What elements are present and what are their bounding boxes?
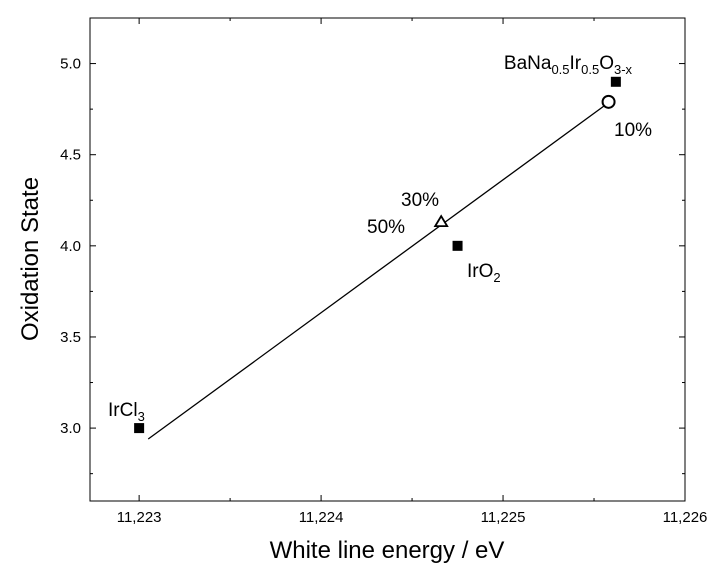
x-tick-label: 11,224 — [299, 509, 344, 526]
fit-line-group — [147, 99, 613, 440]
y-tick-label: 5.0 — [60, 56, 81, 73]
annotation-50-percent: 50% — [367, 217, 405, 238]
x-tick-label: 11,225 — [481, 509, 526, 526]
y-tick-label: 4.5 — [60, 147, 81, 164]
annotation-30-percent: 30% — [401, 190, 439, 211]
y-tick-label: 3.0 — [60, 420, 81, 437]
formula-subscript: 3-x — [614, 62, 633, 77]
sample-point-triangle — [433, 214, 449, 228]
annotation-iro2: IrO2 — [467, 261, 501, 285]
x-tick-label: 11,223 — [117, 509, 162, 526]
reference-point — [134, 423, 145, 434]
fit-line — [147, 99, 613, 440]
formula-text: BaNa — [504, 53, 552, 74]
formula-subscript: 0.5 — [551, 62, 569, 77]
plot-frame — [89, 17, 686, 502]
reference-point — [610, 76, 621, 87]
data-points — [134, 76, 621, 434]
reference-point — [452, 240, 463, 251]
axis-ticks: 11,223 11,224 11,225 11,226 3.0 3.5 4.0 4.5 5.0 — [60, 17, 708, 526]
y-tick-label: 3.5 — [60, 329, 81, 346]
y-tick-label: 4.0 — [60, 238, 81, 255]
annotation-10-percent: 10% — [614, 120, 652, 141]
y-axis-title: Oxidation State — [17, 177, 44, 341]
formula-text: O — [599, 53, 614, 74]
formula-subscript: 0.5 — [581, 62, 599, 77]
x-axis-title: White line energy / eV — [270, 537, 505, 564]
annotation-ircl3: IrCl3 — [108, 400, 145, 424]
formula-text: Ir — [570, 53, 582, 74]
annotation-banairo: BaNa0.5Ir0.5O3-x — [504, 53, 633, 77]
x-tick-label: 11,226 — [663, 509, 708, 526]
sample-point-circle — [601, 94, 616, 109]
